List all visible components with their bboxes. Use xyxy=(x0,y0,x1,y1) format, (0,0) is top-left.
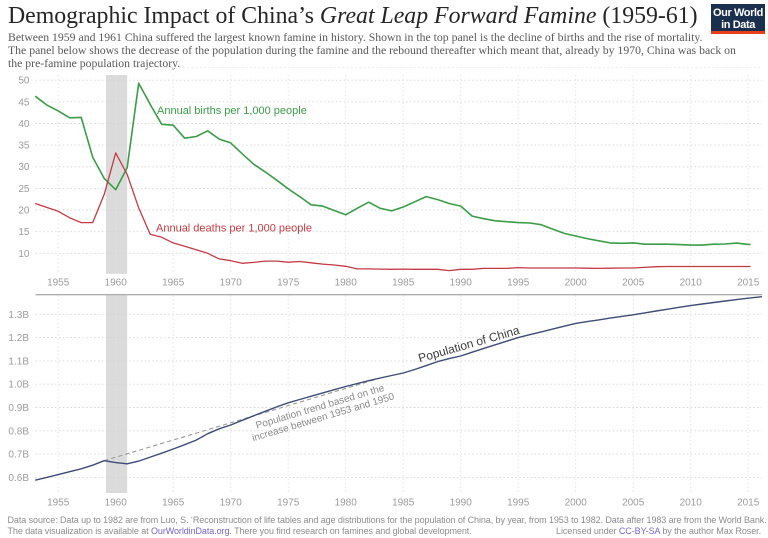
svg-text:1980: 1980 xyxy=(335,278,358,289)
svg-text:2010: 2010 xyxy=(680,278,703,289)
svg-text:15: 15 xyxy=(18,227,30,238)
svg-text:2015: 2015 xyxy=(737,278,760,289)
svg-text:1.2B: 1.2B xyxy=(8,333,29,344)
svg-text:1955: 1955 xyxy=(47,278,70,289)
svg-text:1985: 1985 xyxy=(392,498,415,509)
svg-text:1975: 1975 xyxy=(277,278,300,289)
svg-text:40: 40 xyxy=(18,119,30,130)
svg-text:1965: 1965 xyxy=(162,498,185,509)
svg-text:1960: 1960 xyxy=(105,498,128,509)
svg-text:35: 35 xyxy=(18,141,30,152)
svg-text:1995: 1995 xyxy=(507,278,530,289)
svg-text:1960: 1960 xyxy=(105,278,128,289)
svg-text:20: 20 xyxy=(18,206,30,217)
svg-text:Population of China: Population of China xyxy=(417,323,522,365)
svg-text:1970: 1970 xyxy=(220,498,243,509)
svg-text:45: 45 xyxy=(18,97,30,108)
svg-text:0.7B: 0.7B xyxy=(8,450,29,461)
svg-text:Annual births per 1,000 people: Annual births per 1,000 people xyxy=(157,105,307,117)
svg-text:0.9B: 0.9B xyxy=(8,403,29,414)
svg-text:1955: 1955 xyxy=(47,498,70,509)
svg-text:1965: 1965 xyxy=(162,278,185,289)
svg-text:Annual deaths per 1,000 people: Annual deaths per 1,000 people xyxy=(156,222,312,234)
svg-text:0.8B: 0.8B xyxy=(8,426,29,437)
svg-text:1.0B: 1.0B xyxy=(8,380,29,391)
svg-text:30: 30 xyxy=(18,162,30,173)
svg-text:50: 50 xyxy=(18,76,30,87)
svg-text:1990: 1990 xyxy=(450,278,473,289)
svg-text:1995: 1995 xyxy=(507,498,530,509)
svg-text:2000: 2000 xyxy=(565,278,588,289)
svg-text:2005: 2005 xyxy=(622,278,645,289)
svg-text:1990: 1990 xyxy=(450,498,473,509)
svg-text:1.3B: 1.3B xyxy=(8,310,29,321)
svg-text:2000: 2000 xyxy=(565,498,588,509)
svg-text:2005: 2005 xyxy=(622,498,645,509)
svg-text:1980: 1980 xyxy=(335,498,358,509)
svg-text:1.1B: 1.1B xyxy=(8,356,29,367)
svg-text:0.6B: 0.6B xyxy=(8,473,29,484)
svg-text:10: 10 xyxy=(18,249,30,260)
svg-text:1970: 1970 xyxy=(220,278,243,289)
svg-text:25: 25 xyxy=(18,184,30,195)
svg-text:2010: 2010 xyxy=(680,498,703,509)
svg-text:1985: 1985 xyxy=(392,278,415,289)
svg-text:1975: 1975 xyxy=(277,498,300,509)
svg-text:2015: 2015 xyxy=(737,498,760,509)
